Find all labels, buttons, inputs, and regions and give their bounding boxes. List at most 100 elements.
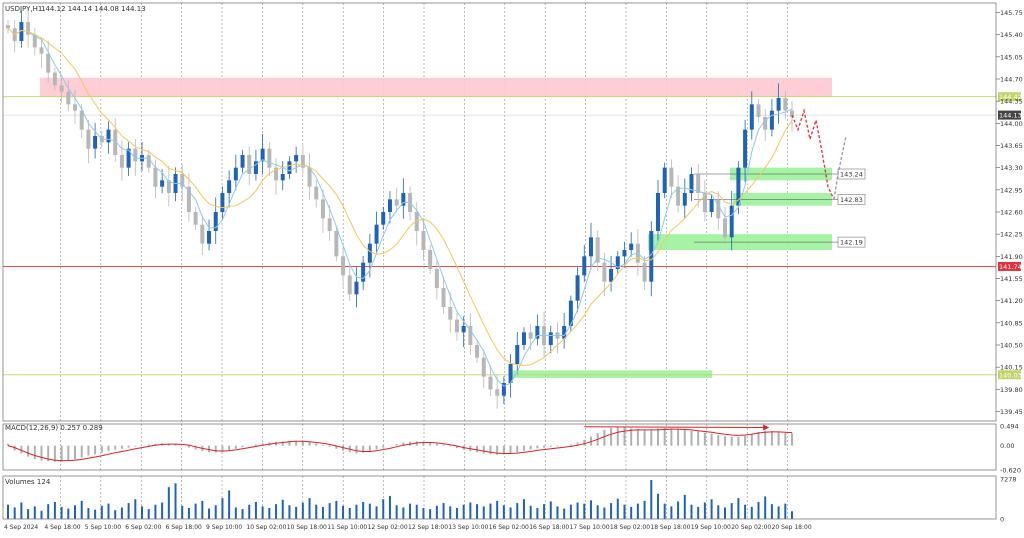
- time-tick-label: 12 Sep 18:00: [408, 524, 448, 531]
- volume-tick-label: 7278: [1000, 476, 1017, 484]
- current-price-label: 144.13: [999, 112, 1022, 120]
- candle-bearish: [347, 275, 352, 295]
- time-tick-label: 4 Sep 2024: [4, 524, 38, 531]
- projection-primary-path: [791, 108, 835, 200]
- candle-bullish: [126, 148, 131, 168]
- candle-bearish: [166, 180, 171, 193]
- price-tick-label: 143.65: [1000, 142, 1023, 150]
- candle-bullish: [709, 199, 714, 212]
- candle-bullish: [213, 212, 218, 231]
- candle-bearish: [488, 376, 493, 390]
- zone-label: 142.19: [840, 239, 863, 247]
- price-tick-label: 144.70: [1000, 76, 1023, 84]
- price-tick-label: 142.95: [1000, 186, 1023, 194]
- level-price-tag: [998, 370, 1021, 380]
- candle-bearish: [267, 148, 272, 168]
- candle-bullish: [521, 332, 526, 345]
- candle-bullish: [387, 199, 392, 212]
- moving-averages: [7, 27, 793, 387]
- candle-bearish: [454, 319, 459, 333]
- macd-panel-frame: [2, 423, 997, 471]
- candle-bullish: [568, 300, 573, 326]
- candle-bullish: [361, 262, 366, 282]
- candle-bullish: [93, 136, 98, 149]
- candle-bearish: [716, 199, 721, 219]
- candle-bearish: [39, 47, 44, 54]
- zone-label: 142.83: [840, 196, 863, 204]
- time-tick-label: 16 Sep 02:00: [489, 524, 529, 531]
- candle-bearish: [86, 129, 91, 149]
- zone-label: 143.24: [840, 171, 863, 179]
- time-tick-label: 6 Sep 18:00: [166, 524, 202, 531]
- candle-bearish: [448, 307, 453, 320]
- candle-bearish: [468, 326, 473, 345]
- candle-bearish: [763, 117, 768, 130]
- projection-layer: [791, 108, 847, 200]
- price-tick-label: 145.75: [1000, 9, 1023, 17]
- candle-bearish: [434, 269, 439, 288]
- time-tick-label: 12 Sep 02:00: [368, 524, 408, 531]
- candle-bullish: [367, 243, 372, 263]
- volume-tick-label: 0: [1000, 516, 1004, 524]
- time-tick-label: 6 Sep 02:00: [125, 524, 161, 531]
- candle-bullish: [106, 129, 111, 143]
- macd-signal-line: [7, 428, 793, 462]
- candle-bullish: [260, 148, 265, 162]
- candle-bullish: [729, 205, 734, 238]
- candle-bullish: [160, 180, 165, 187]
- candles-layer: [6, 7, 794, 409]
- candle-bearish: [602, 262, 607, 282]
- main-panel-frame: [2, 2, 997, 422]
- price-tick-label: 144.00: [1000, 120, 1023, 128]
- volumes-panel: 7278 0: [7, 476, 1017, 524]
- candle-bullish: [207, 231, 212, 244]
- candle-bearish: [314, 186, 319, 200]
- candle-bullish: [374, 224, 379, 244]
- candle-bearish: [193, 212, 198, 225]
- zone-support: [510, 370, 712, 378]
- time-tick-label: 17 Sep 10:00: [570, 524, 610, 531]
- candle-bearish: [200, 224, 205, 244]
- chart-symbol-label: USDJPY,H1: [5, 5, 42, 13]
- candle-bearish: [783, 98, 788, 111]
- candle-bearish: [414, 212, 419, 231]
- candle-bullish: [220, 193, 225, 212]
- level-price-label: 140.03: [999, 371, 1022, 379]
- candle-bullish: [682, 193, 687, 206]
- candle-bullish: [515, 345, 520, 364]
- candle-bullish: [629, 243, 634, 250]
- candle-bearish: [495, 389, 500, 396]
- candle-bearish: [428, 250, 433, 269]
- candle-bullish: [240, 155, 245, 168]
- candle-bearish: [153, 167, 158, 187]
- macd-tick-label: 0.00: [1000, 442, 1014, 450]
- candle-bullish: [280, 174, 285, 181]
- candle-bullish: [253, 161, 258, 174]
- candle-bearish: [642, 262, 647, 282]
- candle-bearish: [702, 193, 707, 212]
- price-tick-label: 145.05: [1000, 53, 1023, 61]
- candle-bullish: [582, 256, 587, 276]
- price-tick-label: 139.45: [1000, 408, 1023, 416]
- price-tick-label: 141.90: [1000, 253, 1023, 261]
- candle-bearish: [26, 22, 31, 35]
- candle-bearish: [528, 332, 533, 339]
- candle-bearish: [133, 148, 138, 162]
- candle-bullish: [575, 275, 580, 301]
- time-tick-label: 19 Sep 10:00: [691, 524, 731, 531]
- time-tick-label: 20 Sep 02:00: [731, 524, 771, 531]
- price-tick-label: 143.30: [1000, 164, 1023, 172]
- candle-bullish: [749, 104, 754, 130]
- price-tick-label: 142.60: [1000, 209, 1023, 217]
- candle-bearish: [113, 129, 118, 155]
- candle-bearish: [441, 288, 446, 307]
- time-tick-label: 10 Sep 18:00: [287, 524, 327, 531]
- volumes-label: Volumes 124: [5, 478, 51, 486]
- candle-bullish: [461, 326, 466, 333]
- candle-bearish: [307, 167, 312, 187]
- time-tick-label: 10 Sep 02:00: [246, 524, 286, 531]
- candle-bullish: [662, 167, 667, 193]
- price-tick-label: 140.15: [1000, 364, 1023, 372]
